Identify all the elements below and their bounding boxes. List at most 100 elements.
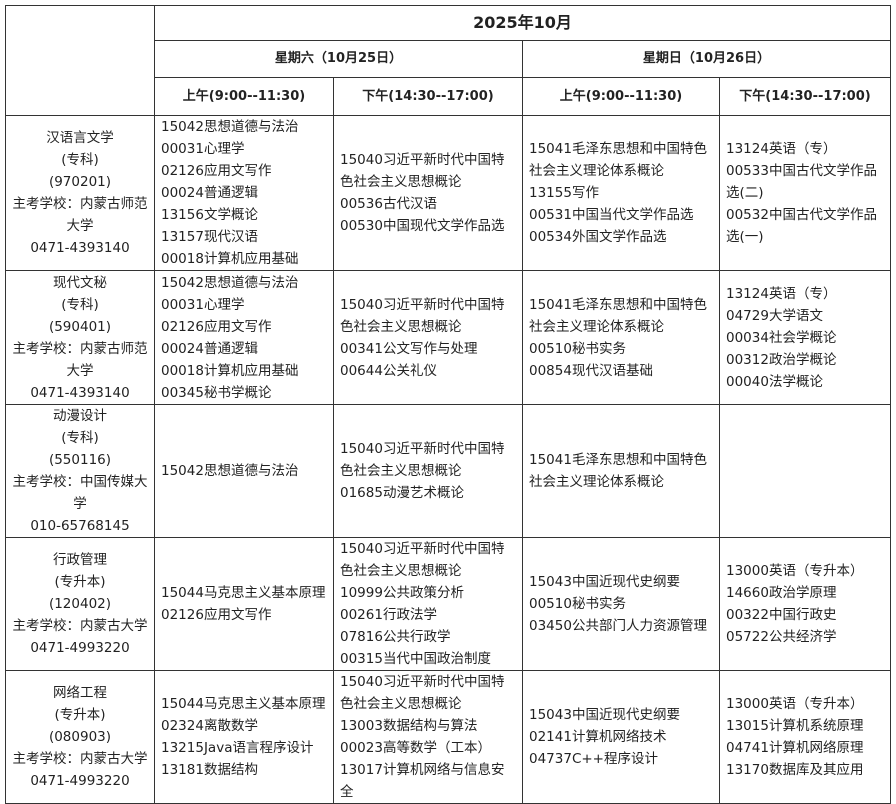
course-item: 00644公关礼仪 (340, 362, 437, 379)
host-school: 主考学校：中国传媒大学 (12, 474, 148, 512)
major-cell: 汉语言文学 (专科) (970201) 主考学校：内蒙古师范大学 0471-439314… (5, 115, 155, 271)
course-item: 13015计算机系统原理 (726, 718, 864, 734)
course-cell: 15040习近平新时代中国特色社会主义思想概论 01685动漫艺术概论 (333, 404, 523, 538)
course-item: 00532中国古代文学作品选(一) (726, 207, 877, 245)
course-cell: 15042思想道德与法治 (154, 404, 334, 538)
major-code: (590401) (48, 318, 112, 335)
course-item: 05722公共经济学 (726, 629, 837, 645)
day-header-sunday: 星期日（10月26日） (522, 40, 891, 78)
major-code: (550116) (48, 452, 112, 468)
course-item: 10999公共政策分析 (340, 585, 464, 601)
course-item: 15041毛泽东思想和中国特色社会主义理论体系概论 (529, 141, 707, 179)
major-level: (专升本) (54, 574, 106, 590)
course-cell: 15041毛泽东思想和中国特色社会主义理论体系概论 13155写作 00531中国当… (522, 115, 720, 271)
course-item: 00536古代汉语 (340, 196, 437, 212)
course-cell: 15042思想道德与法治 00031心理学 02126应用文写作 00024普通逻辑 1… (154, 115, 334, 271)
course-item: 04741计算机网络原理 (726, 740, 864, 756)
course-item: 15042思想道德与法治 (161, 463, 299, 479)
major-level: (专科) (61, 296, 99, 313)
major-cell: 网络工程 (专升本) (080903) 主考学校：内蒙古大学 0471-4993220 (5, 670, 155, 804)
host-school: 主考学校：内蒙古师范大学 (12, 196, 148, 234)
course-item: 13215Java语言程序设计 (161, 740, 314, 756)
course-item: 02324离散数学 (161, 718, 258, 734)
major-level: (专科) (61, 152, 99, 168)
course-item: 04737C++程序设计 (529, 751, 658, 767)
course-item: 13156文学概论 (161, 207, 258, 223)
course-item: 02141计算机网络技术 (529, 729, 667, 745)
course-item: 15043中国近现代史纲要 (529, 707, 680, 723)
course-item: 15043中国近现代史纲要 (529, 574, 680, 590)
course-item: 02126应用文写作 (161, 163, 272, 179)
course-item: 15044马克思主义基本原理 (161, 696, 326, 712)
course-cell: 13124英语（专） 04729大学语文 00034社会学概论 00312政治学概论 0… (719, 270, 891, 405)
course-item: 00534外国文学作品选 (529, 229, 667, 245)
course-item: 13155写作 (529, 185, 599, 201)
table-row: 动漫设计 (专科) (550116) 主考学校：中国传媒大学 010-65768145 1… (5, 404, 891, 538)
major-name: 现代文秘 (53, 274, 107, 291)
course-item: 00531中国当代文学作品选 (529, 207, 694, 223)
contact-phone: 0471-4993220 (30, 773, 130, 789)
course-cell: 15043中国近现代史纲要 02141计算机网络技术 04737C++程序设计 (522, 670, 720, 804)
course-item: 15041毛泽东思想和中国特色社会主义理论体系概论 (529, 296, 707, 335)
course-item: 00023高等数学（工本） (340, 740, 491, 756)
course-item: 15042思想道德与法治 (161, 274, 299, 291)
course-item: 00018计算机应用基础 (161, 362, 299, 379)
course-item: 00341公文写作与处理 (340, 340, 478, 357)
major-name: 行政管理 (53, 552, 107, 568)
course-item: 15040习近平新时代中国特色社会主义思想概论 (340, 541, 505, 579)
major-code: (080903) (48, 729, 112, 745)
course-item: 13003数据结构与算法 (340, 718, 478, 734)
course-item: 15040习近平新时代中国特色社会主义思想概论 (340, 674, 505, 712)
course-item: 00024普通逻辑 (161, 340, 258, 357)
course-item: 13000英语（专升本） (726, 563, 864, 579)
course-cell: 15040习近平新时代中国特色社会主义思想概论 00341公文写作与处理 00644… (333, 270, 523, 405)
course-item: 00034社会学概论 (726, 329, 837, 346)
table-row: 现代文秘 (专科) (590401) 主考学校：内蒙古师范大学 0471-4393140… (5, 270, 891, 405)
table-row: 网络工程 (专升本) (080903) 主考学校：内蒙古大学 0471-4993220 1… (5, 670, 891, 804)
course-cell: 13000英语（专升本） 13015计算机系统原理 04741计算机网络原理 1317… (719, 670, 891, 804)
course-item: 00854现代汉语基础 (529, 362, 653, 379)
course-item: 13000英语（专升本） (726, 696, 864, 712)
contact-phone: 0471-4993220 (30, 640, 130, 656)
course-cell: 15043中国近现代史纲要 00510秘书实务 03450公共部门人力资源管理 (522, 537, 720, 671)
course-item: 13124英语（专） (726, 285, 837, 302)
course-item: 13124英语（专） (726, 141, 837, 157)
course-item: 01685动漫艺术概论 (340, 485, 464, 501)
host-school: 主考学校：内蒙古大学 (12, 618, 148, 634)
course-item: 00510秘书实务 (529, 596, 626, 612)
course-item: 07816公共行政学 (340, 629, 451, 645)
course-item: 00345秘书学概论 (161, 384, 272, 401)
course-item: 00261行政法学 (340, 607, 437, 623)
course-item: 00024普通逻辑 (161, 185, 258, 201)
course-cell: 15044马克思主义基本原理 02324离散数学 13215Java语言程序设计 13… (154, 670, 334, 804)
course-cell: 15040习近平新时代中国特色社会主义思想概论 00536古代汉语 00530中国现… (333, 115, 523, 271)
month-header: 2025年10月 (154, 5, 891, 41)
course-cell: 13000英语（专升本） 14660政治学原理 00322中国行政史 05722公共经… (719, 537, 891, 671)
table-row: 行政管理 (专升本) (120402) 主考学校：内蒙古大学 0471-4993220 1… (5, 537, 891, 671)
table-row: 汉语言文学 (专科) (970201) 主考学校：内蒙古师范大学 0471-439314… (5, 115, 891, 271)
major-code: (120402) (48, 596, 112, 612)
host-school: 主考学校：内蒙古大学 (12, 751, 148, 767)
course-cell: 13124英语（专） 00533中国古代文学作品选(二) 00532中国古代文学作品… (719, 115, 891, 271)
course-cell: 15041毛泽东思想和中国特色社会主义理论体系概论 00510秘书实务 00854现… (522, 270, 720, 405)
major-level: (专升本) (54, 707, 106, 723)
course-item: 15040习近平新时代中国特色社会主义思想概论 (340, 441, 505, 479)
contact-phone: 0471-4393140 (30, 384, 130, 401)
course-item: 13157现代汉语 (161, 229, 258, 245)
course-item: 13181数据结构 (161, 762, 258, 778)
course-item: 04729大学语文 (726, 307, 823, 324)
course-cell: 15040习近平新时代中国特色社会主义思想概论 10999公共政策分析 00261行… (333, 537, 523, 671)
corner-cell (5, 5, 155, 116)
major-code: (970201) (48, 174, 112, 190)
major-cell: 动漫设计 (专科) (550116) 主考学校：中国传媒大学 010-65768145 (5, 404, 155, 538)
course-item: 00510秘书实务 (529, 340, 626, 357)
major-cell: 现代文秘 (专科) (590401) 主考学校：内蒙古师范大学 0471-4393140 (5, 270, 155, 405)
course-cell: 15042思想道德与法治 00031心理学 02126应用文写作 00024普通逻辑 0… (154, 270, 334, 405)
course-item: 00530中国现代文学作品选 (340, 218, 505, 234)
course-item: 15042思想道德与法治 (161, 119, 299, 135)
course-cell: 15041毛泽东思想和中国特色社会主义理论体系概论 (522, 404, 720, 538)
course-item: 15040习近平新时代中国特色社会主义思想概论 (340, 152, 505, 190)
course-item: 14660政治学原理 (726, 585, 837, 601)
course-item: 03450公共部门人力资源管理 (529, 618, 707, 634)
course-item: 00031心理学 (161, 141, 245, 157)
